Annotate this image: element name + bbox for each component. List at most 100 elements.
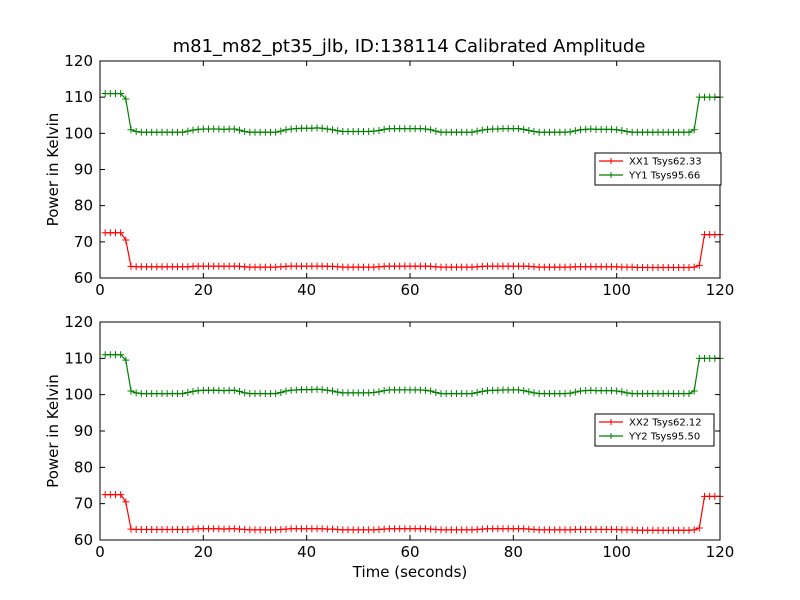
data-point <box>623 389 631 397</box>
data-point <box>690 263 698 271</box>
data-point <box>380 387 388 395</box>
data-point <box>695 524 703 532</box>
data-point <box>690 526 698 534</box>
chart-title: m81_m82_pt35_jlb, ID:138114 Calibrated A… <box>173 36 646 57</box>
data-point <box>132 128 140 136</box>
data-point <box>127 387 135 395</box>
data-point <box>613 387 621 395</box>
data-point <box>329 387 336 395</box>
legend-marker <box>608 158 614 164</box>
data-point <box>473 127 481 135</box>
y-tick-label: 60 <box>74 269 93 287</box>
data-point <box>623 128 631 136</box>
data-point <box>230 125 238 133</box>
data-point <box>468 128 476 136</box>
data-point <box>571 127 579 135</box>
data-point <box>323 386 331 394</box>
legend-label: YY1 Tsys95.66 <box>628 171 700 182</box>
series-xx <box>101 491 724 534</box>
data-point <box>566 128 574 136</box>
x-tick-label: 40 <box>297 543 316 561</box>
data-point <box>282 387 290 395</box>
data-point <box>272 128 280 136</box>
x-tick-label: 20 <box>194 281 213 299</box>
data-point <box>122 498 130 506</box>
data-point <box>132 389 140 397</box>
data-point <box>122 95 130 103</box>
data-point <box>422 125 429 133</box>
y-tick-label: 70 <box>74 233 93 251</box>
data-point <box>468 390 476 398</box>
y-axis-label: Power in Kelvin <box>44 113 62 227</box>
data-point <box>241 128 249 136</box>
data-point <box>613 126 621 134</box>
y-tick-label: 100 <box>64 124 93 142</box>
data-point <box>380 125 388 133</box>
x-tick-label: 100 <box>602 281 631 299</box>
data-point <box>571 388 579 396</box>
data-point <box>179 128 187 136</box>
data-point <box>520 387 528 395</box>
y-tick-label: 60 <box>74 531 93 549</box>
subplot-top: 0 20 40 60 80 100 120 60 70 80 90 100 110 120 Power in… <box>44 52 734 299</box>
data-point <box>422 386 429 394</box>
data-point <box>334 388 342 396</box>
data-point <box>179 390 187 398</box>
data-point <box>370 127 378 135</box>
data-point <box>690 126 698 134</box>
data-point <box>515 125 522 133</box>
data-point <box>473 388 481 396</box>
data-point <box>236 387 243 395</box>
data-point <box>695 261 703 269</box>
data-point <box>530 389 538 397</box>
data-point <box>230 386 238 394</box>
data-point <box>690 387 698 395</box>
y-tick-label: 110 <box>64 349 93 367</box>
data-point <box>282 126 290 134</box>
legend-box <box>594 413 715 447</box>
data-point <box>184 127 192 135</box>
data-point <box>685 128 693 136</box>
data-point <box>427 126 435 134</box>
x-tick-label: 80 <box>504 281 523 299</box>
data-point <box>525 388 533 396</box>
legend-marker <box>608 433 614 439</box>
x-tick-label: 100 <box>602 543 631 561</box>
data-point <box>236 126 243 134</box>
data-point <box>117 229 125 237</box>
legend-label: YY2 Tsys95.50 <box>628 432 700 443</box>
legend: XX1 Tsys62.33 YY1 Tsys95.66 <box>594 152 722 186</box>
data-point <box>277 388 285 396</box>
data-point <box>530 128 538 136</box>
legend: XX2 Tsys62.12 YY2 Tsys95.50 <box>594 413 715 447</box>
legend-box <box>594 152 722 186</box>
data-point <box>685 390 693 398</box>
y-tick-label: 120 <box>64 313 93 331</box>
data-point <box>189 126 197 134</box>
data-point <box>515 386 522 394</box>
series-yy <box>101 351 724 398</box>
x-axis-label: Time (seconds) <box>352 563 468 581</box>
data-point <box>272 390 280 398</box>
legend-label: XX2 Tsys62.12 <box>629 418 702 429</box>
data-point <box>478 126 486 134</box>
data-point <box>323 125 331 133</box>
subplot-bottom: 0 20 40 60 80 100 120 60 70 80 90 100 110 120 Power in… <box>44 313 734 581</box>
data-point <box>432 127 440 135</box>
data-point <box>318 386 326 394</box>
x-tick-label: 20 <box>194 543 213 561</box>
data-point <box>277 127 285 135</box>
y-tick-label: 80 <box>74 197 93 215</box>
x-tick-label: 60 <box>400 281 419 299</box>
data-point <box>122 356 130 364</box>
data-point <box>241 389 249 397</box>
data-point <box>117 351 125 359</box>
y-tick-label: 120 <box>64 52 93 70</box>
data-point <box>432 388 440 396</box>
y-tick-label: 100 <box>64 386 93 404</box>
legend-marker <box>608 172 614 178</box>
series-yy <box>101 90 724 136</box>
data-point <box>117 90 125 98</box>
